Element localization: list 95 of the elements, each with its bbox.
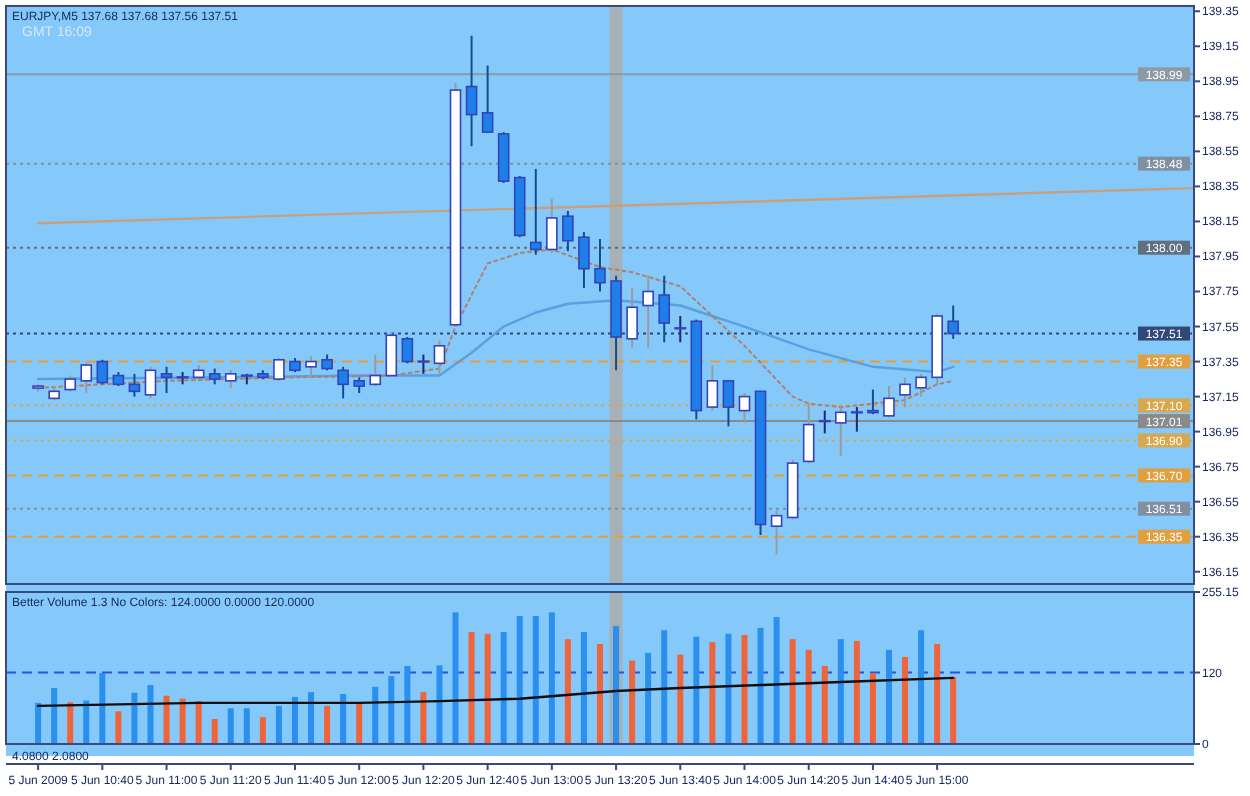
bar	[195, 701, 202, 744]
bar	[500, 632, 507, 744]
candlestick	[915, 372, 927, 398]
candlestick	[594, 237, 606, 293]
bar	[51, 688, 58, 744]
candlestick	[867, 388, 879, 416]
candlestick	[642, 274, 654, 349]
candlestick	[706, 364, 719, 412]
bar	[468, 632, 475, 744]
candlestick	[529, 167, 542, 256]
bar	[131, 692, 138, 744]
bar	[853, 640, 860, 744]
bar	[789, 639, 796, 744]
bar	[645, 652, 652, 744]
candlestick	[835, 406, 847, 458]
candlestick	[369, 353, 382, 388]
candlestick	[802, 402, 815, 465]
bar	[115, 711, 122, 744]
bar	[404, 665, 411, 744]
bar	[869, 673, 876, 744]
candlestick	[144, 365, 157, 400]
candlestick	[433, 339, 446, 375]
bar	[179, 698, 186, 744]
candlestick	[401, 336, 414, 365]
bar	[308, 692, 315, 744]
candlestick	[273, 357, 285, 382]
candlestick	[160, 365, 173, 395]
candlestick	[96, 358, 109, 386]
bar	[918, 630, 925, 744]
candlestick	[849, 406, 865, 433]
candlestick	[738, 392, 751, 424]
candlestick	[626, 286, 638, 349]
bar	[725, 633, 732, 744]
bar	[452, 612, 459, 744]
candlestick	[883, 385, 895, 419]
candlestick	[385, 330, 398, 379]
bar	[773, 617, 780, 744]
bar	[324, 705, 331, 744]
candlestick	[722, 379, 735, 428]
bar	[821, 665, 828, 744]
bar	[356, 702, 363, 744]
candlestick	[770, 509, 783, 556]
bar	[291, 696, 298, 744]
bar	[580, 632, 587, 744]
bar	[950, 677, 957, 744]
bar	[259, 717, 266, 744]
bar	[934, 643, 941, 744]
bar	[211, 718, 218, 744]
bar	[741, 634, 748, 744]
bar	[484, 633, 491, 744]
bar	[805, 649, 812, 744]
bar	[693, 636, 700, 744]
bar	[532, 615, 539, 744]
bar	[340, 693, 347, 744]
candlestick	[947, 304, 959, 340]
bar	[548, 612, 555, 744]
candlestick	[416, 353, 431, 375]
candlestick	[305, 355, 317, 379]
bar	[902, 657, 909, 744]
bar	[420, 692, 427, 744]
bar	[163, 695, 170, 744]
bar	[597, 643, 603, 744]
candlestick	[481, 64, 494, 134]
line-series	[36, 676, 955, 708]
bar	[275, 705, 282, 744]
bar	[388, 676, 395, 744]
bar	[35, 702, 42, 744]
bar	[661, 630, 668, 744]
candlestick	[899, 376, 911, 409]
bar	[837, 639, 844, 744]
bar	[677, 654, 684, 744]
candlestick	[80, 362, 93, 395]
bar	[516, 615, 523, 744]
line-series	[36, 299, 955, 381]
bar	[67, 702, 74, 744]
bar	[83, 700, 90, 744]
candlestick	[465, 34, 478, 148]
candlestick	[337, 365, 349, 400]
bar	[757, 627, 764, 744]
bar	[629, 660, 636, 744]
bar	[243, 708, 250, 744]
bar	[564, 639, 571, 744]
candlestick	[578, 230, 590, 289]
candlestick	[546, 197, 558, 254]
bar	[372, 686, 379, 744]
candlestick	[562, 209, 574, 253]
candlestick	[658, 274, 671, 344]
bar	[436, 665, 443, 744]
bar	[227, 708, 234, 744]
candlestick	[497, 131, 510, 184]
bar	[99, 673, 106, 744]
candlestick	[128, 372, 141, 398]
bar	[147, 685, 154, 744]
bar	[885, 649, 892, 744]
bar	[709, 642, 716, 744]
